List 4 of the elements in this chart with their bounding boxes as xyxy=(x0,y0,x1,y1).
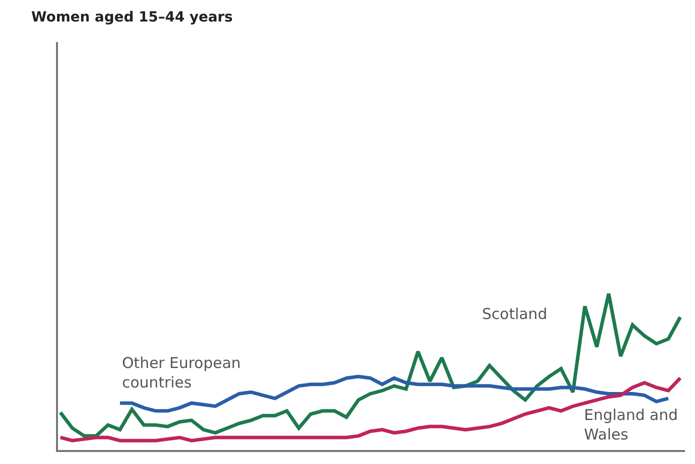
chart-title: Women aged 15–44 years xyxy=(31,9,233,26)
series-label: Other European countries xyxy=(122,354,241,392)
text: Scotland xyxy=(482,305,548,323)
series-label: England and Wales xyxy=(584,406,678,444)
